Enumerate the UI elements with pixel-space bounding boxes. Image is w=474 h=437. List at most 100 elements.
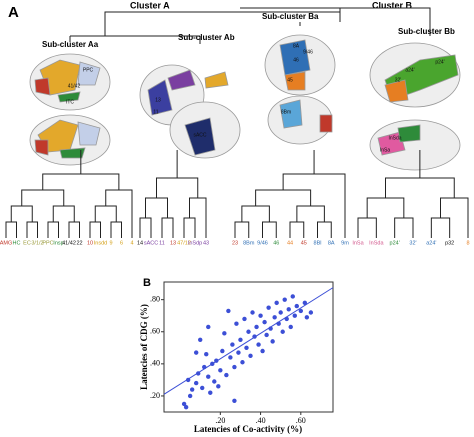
cluster-label: Cluster B xyxy=(372,0,413,10)
point xyxy=(228,355,233,360)
region-label: 8Bm xyxy=(281,109,291,115)
tree-branch xyxy=(262,221,277,238)
leaf-label: Insdd xyxy=(94,240,107,246)
y-tick-label: .20 xyxy=(150,391,160,400)
leaf-label: 3/1/2 xyxy=(31,240,43,246)
tree-branch xyxy=(110,221,122,238)
tree-branch xyxy=(89,221,101,238)
point xyxy=(206,374,211,379)
region-label: 13 xyxy=(155,97,161,103)
subcluster-label: Sub-cluster Ab xyxy=(178,33,235,42)
leaf-label: 23 xyxy=(232,240,238,246)
tree-branch xyxy=(10,205,33,222)
point xyxy=(308,310,314,315)
point xyxy=(262,319,267,325)
point xyxy=(280,329,285,334)
point xyxy=(248,353,253,359)
tree-branch xyxy=(282,173,346,190)
tree-branch xyxy=(105,189,133,206)
leaf-label: 8A xyxy=(328,240,335,246)
leaf-label: 9m xyxy=(341,240,349,246)
region-label: 45 xyxy=(287,77,293,83)
leaf-label: sACC xyxy=(144,240,158,246)
tree-branch xyxy=(26,221,38,238)
point xyxy=(292,313,297,318)
region-label: 8A xyxy=(293,43,300,49)
region-label: 32' xyxy=(395,77,402,83)
point xyxy=(298,308,304,314)
point xyxy=(193,350,199,355)
leaf-label: PPC xyxy=(42,240,53,246)
leaf-label: EC xyxy=(23,240,31,246)
leaf-label: 46 xyxy=(273,240,279,246)
tree-branch xyxy=(440,197,469,218)
point xyxy=(200,385,205,391)
point xyxy=(302,300,308,306)
leaf-label: 47/12 xyxy=(177,240,191,246)
tree-branch xyxy=(385,177,455,198)
tree-branch xyxy=(21,189,65,206)
x-tick-label: .40 xyxy=(256,416,266,425)
x-axis-title: Latencies of Co-activity (%) xyxy=(194,424,302,434)
point xyxy=(224,372,229,378)
point xyxy=(256,342,261,347)
region-label: 46 xyxy=(293,57,299,63)
subcluster-label: Sub-cluster Aa xyxy=(42,40,99,49)
region-label: sACC xyxy=(193,132,206,138)
point xyxy=(187,393,193,399)
tree-branch xyxy=(289,221,305,238)
leaf-label: 8 xyxy=(466,240,469,246)
leaf-label: 6 xyxy=(120,240,123,246)
point xyxy=(246,329,251,334)
y-axis-title: Latencies of CDG (%) xyxy=(139,304,149,390)
leaf-label: 9/46 xyxy=(257,240,268,246)
tree-branch xyxy=(183,217,196,238)
point xyxy=(230,342,235,347)
point xyxy=(183,404,189,410)
point xyxy=(198,337,203,342)
point xyxy=(232,364,237,370)
tree-branch xyxy=(139,217,152,238)
point xyxy=(260,348,265,354)
x-tick-label: .20 xyxy=(215,416,225,425)
tree-branch xyxy=(94,205,117,222)
leaf-label: a24' xyxy=(426,240,436,246)
point xyxy=(244,345,249,351)
region-label: 41/42 xyxy=(68,83,81,89)
point xyxy=(272,315,277,320)
leaf-label: HC xyxy=(13,240,21,246)
point xyxy=(206,324,211,330)
region-label: p24' xyxy=(435,59,444,65)
tree-branch xyxy=(255,189,312,206)
region-label: ITC xyxy=(66,99,74,105)
region-label: InSa xyxy=(380,147,391,153)
point xyxy=(236,350,241,355)
tree-branch xyxy=(317,221,332,238)
leaf-label: 4 xyxy=(130,240,133,246)
point xyxy=(204,352,209,357)
point xyxy=(181,401,187,407)
point xyxy=(193,380,199,386)
tree-branch xyxy=(430,217,451,238)
leaf-label: InSdp xyxy=(188,240,202,246)
point xyxy=(264,332,269,338)
subcluster-label: Sub-cluster Ba xyxy=(262,12,319,21)
point xyxy=(222,331,227,336)
point xyxy=(216,384,221,389)
point xyxy=(189,387,195,392)
point xyxy=(220,348,225,354)
subcluster-label: Sub-cluster Bb xyxy=(398,27,455,36)
cluster-label: Cluster A xyxy=(130,0,170,10)
tree-branch xyxy=(161,217,174,238)
leaf-label: 44 xyxy=(287,240,293,246)
tree-branch xyxy=(234,221,250,238)
leaf-label: 8Bm xyxy=(243,240,255,246)
point xyxy=(250,310,255,315)
y-tick-label: .80 xyxy=(150,294,160,303)
tree-branch xyxy=(241,205,270,222)
tree-branch xyxy=(156,177,199,198)
point xyxy=(218,368,223,373)
leaf-label: 13 xyxy=(170,240,176,246)
leaf-label: 45 xyxy=(301,240,307,246)
